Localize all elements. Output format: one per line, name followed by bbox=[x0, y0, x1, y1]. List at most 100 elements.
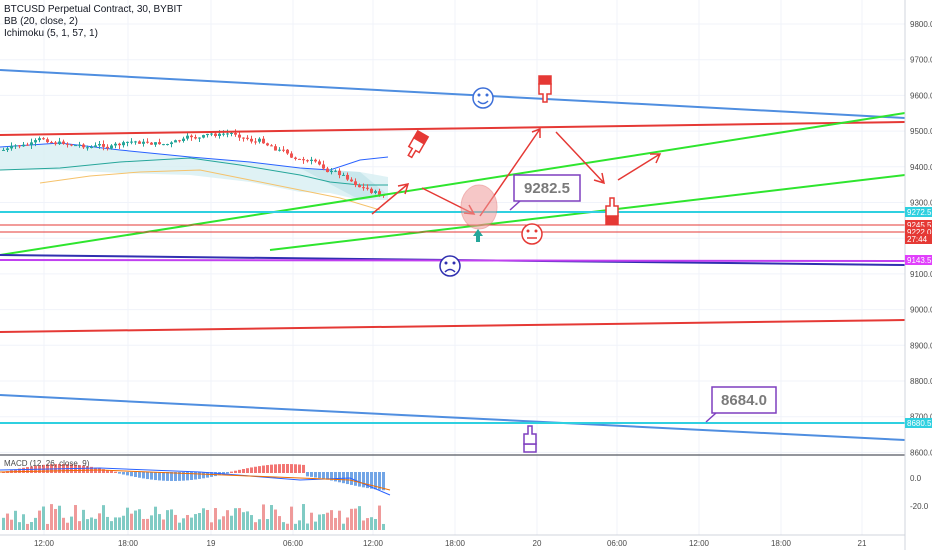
price-tag-label: 9143.5 bbox=[907, 256, 932, 265]
legend-ichimoku[interactable]: Ichimoku (5, 1, 57, 1) bbox=[4, 28, 98, 39]
volume-bar bbox=[214, 508, 217, 530]
candle bbox=[42, 137, 45, 140]
candle bbox=[62, 139, 65, 145]
histogram-bar bbox=[162, 472, 165, 481]
volume-bar bbox=[322, 514, 325, 530]
volume-bar bbox=[358, 506, 361, 530]
histogram-bar bbox=[106, 469, 109, 473]
volume-bar bbox=[290, 506, 293, 530]
candle bbox=[190, 134, 193, 141]
volume-bar bbox=[250, 515, 253, 530]
volume-bar bbox=[154, 506, 157, 530]
candle bbox=[82, 143, 85, 150]
candle bbox=[162, 143, 165, 146]
candlesticks bbox=[2, 129, 385, 198]
legend-bb[interactable]: BB (20, close, 2) bbox=[4, 16, 78, 27]
candle bbox=[150, 142, 153, 145]
candle bbox=[138, 140, 141, 144]
volume-bar bbox=[174, 514, 177, 530]
volume-bar bbox=[26, 523, 29, 530]
note-9282[interactable]: 9282.5 bbox=[509, 174, 581, 211]
candle bbox=[318, 159, 321, 166]
volume-bar bbox=[326, 512, 329, 530]
histogram-bar bbox=[86, 466, 89, 473]
histogram-bar bbox=[178, 472, 181, 481]
candle bbox=[118, 142, 121, 150]
candle bbox=[46, 137, 49, 144]
volume-bar bbox=[158, 514, 161, 530]
volume-bar bbox=[22, 514, 25, 530]
volume-bar bbox=[378, 505, 381, 530]
note-8684[interactable]: 8684.0 bbox=[705, 386, 777, 423]
volume-bar bbox=[94, 518, 97, 530]
histogram-bar bbox=[330, 472, 333, 481]
candle bbox=[170, 141, 173, 148]
histogram-bar bbox=[306, 472, 309, 477]
candle bbox=[2, 147, 5, 151]
happy-face-icon bbox=[472, 87, 494, 109]
candle bbox=[54, 141, 57, 146]
histogram-bar bbox=[82, 465, 85, 473]
candle bbox=[358, 183, 361, 188]
candle bbox=[22, 142, 25, 147]
volume-bar bbox=[298, 520, 301, 530]
y-tick-label: 9300.0 bbox=[910, 199, 932, 208]
legend-symbol[interactable]: BTCUSD Perpetual Contract, 30, BYBIT bbox=[4, 4, 183, 15]
histogram-bar bbox=[190, 472, 193, 480]
volume-bar bbox=[162, 519, 165, 530]
x-tick-label: 12:00 bbox=[689, 539, 710, 548]
volume-bar bbox=[346, 517, 349, 530]
candle bbox=[6, 146, 9, 152]
volume-bar bbox=[138, 509, 141, 530]
note-9282-text: 9282.5 bbox=[524, 180, 570, 197]
candle bbox=[58, 137, 61, 146]
candle bbox=[330, 168, 333, 175]
x-tick-label: 18:00 bbox=[118, 539, 139, 548]
y-tick-label: 9500.0 bbox=[910, 127, 932, 136]
histogram-bar bbox=[246, 468, 249, 473]
histogram-bar bbox=[114, 471, 117, 473]
candle bbox=[86, 145, 89, 151]
volume-bar bbox=[114, 517, 117, 530]
volume-bar bbox=[370, 517, 373, 530]
volume-bar bbox=[334, 517, 337, 530]
volume-bar bbox=[258, 519, 261, 530]
candle bbox=[354, 178, 357, 188]
x-tick-label: 12:00 bbox=[363, 539, 384, 548]
candle bbox=[326, 166, 329, 173]
histogram-bar bbox=[290, 464, 293, 473]
time-axis[interactable]: 12:00 18:00 19 06:00 12:00 18:00 20 06:00 12:00 1… bbox=[34, 539, 867, 548]
histogram-bar bbox=[366, 472, 369, 489]
histogram-bar bbox=[322, 472, 325, 479]
x-tick-label: 12:00 bbox=[34, 539, 55, 548]
histogram-bar bbox=[214, 472, 217, 477]
candle bbox=[50, 140, 53, 144]
volume-bar bbox=[74, 505, 77, 530]
volume-bar bbox=[278, 516, 281, 530]
candle bbox=[310, 156, 313, 165]
highlight-circle bbox=[460, 184, 498, 230]
histogram-bar bbox=[146, 472, 149, 480]
histogram-bar bbox=[310, 472, 313, 477]
candle bbox=[262, 136, 265, 144]
histogram-bar bbox=[170, 472, 173, 481]
histogram-bar bbox=[270, 464, 273, 473]
price-tag-label: 27:44 bbox=[907, 235, 928, 244]
volume-bar bbox=[242, 512, 245, 530]
x-tick-label: 06:00 bbox=[283, 539, 304, 548]
volume-bar bbox=[46, 523, 49, 530]
histogram-bar bbox=[2, 472, 5, 473]
volume-bar bbox=[310, 512, 313, 530]
volume-bar bbox=[342, 523, 345, 530]
y-tick-label: 8700.0 bbox=[910, 413, 932, 422]
histogram-bar bbox=[138, 472, 141, 478]
candle bbox=[154, 142, 157, 147]
histogram-bar bbox=[130, 472, 133, 477]
chart-legend: BTCUSD Perpetual Contract, 30, BYBIT BB … bbox=[4, 4, 182, 40]
histogram-bar bbox=[318, 472, 321, 479]
candle bbox=[366, 184, 369, 191]
histogram-bar bbox=[122, 472, 125, 475]
candle bbox=[34, 138, 37, 147]
neutral-face-icon bbox=[521, 223, 543, 245]
